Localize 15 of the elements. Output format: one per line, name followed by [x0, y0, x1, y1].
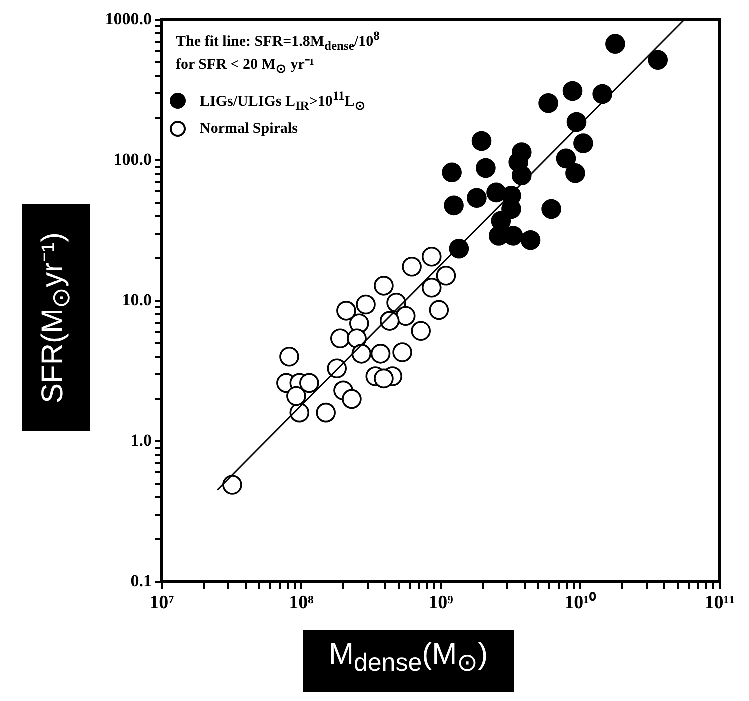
annotation: The fit line: SFR=1.8M$_{dense}$/10$^{8}$ — [176, 28, 380, 55]
x-tick-label: 10⁹ — [428, 592, 454, 614]
x-axis-title: M$_{dense}$(M$_{⊙}$) — [303, 630, 514, 692]
x-tick-label: 10¹¹ — [704, 592, 736, 614]
x-tick-label: 10¹⁰ — [564, 591, 596, 614]
x-tick-label: 10⁷ — [150, 592, 175, 614]
y-tick-label: 1000.0 — [105, 9, 152, 28]
x-tick-label: 10⁸ — [289, 592, 314, 614]
y-tick-label: 10.0 — [122, 290, 152, 310]
y-tick-label: 100.0 — [114, 150, 152, 169]
y-tick-label: 0.1 — [130, 571, 152, 590]
y-tick-label: 1.0 — [130, 430, 152, 450]
legend-label: LIGs/ULIGs L$_{IR}$>10$^{11}$L$_{⊙}$ — [200, 88, 366, 115]
legend-label: Normal Spirals — [200, 120, 298, 139]
annotation: for SFR < 20 M$_{⊙}$ yr⁻¹ — [176, 56, 316, 78]
